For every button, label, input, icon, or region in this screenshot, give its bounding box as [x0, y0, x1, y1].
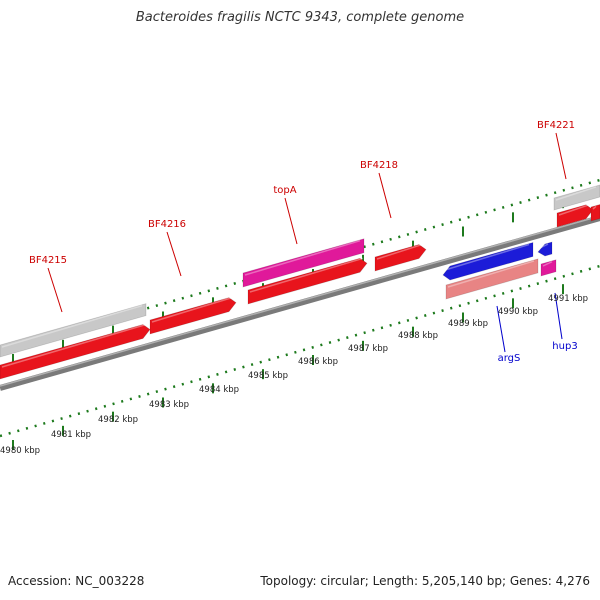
gene-highlight: [558, 204, 590, 216]
scale-label: 4990 kbp: [498, 307, 538, 317]
gene-leader-line: [496, 305, 506, 353]
gene-bf4216[interactable]: [149, 297, 237, 335]
gene-label-args[interactable]: argS: [498, 353, 521, 364]
gene-args[interactable]: [442, 241, 534, 281]
scale-label: 4991 kbp: [548, 294, 588, 304]
gene-red-3[interactable]: [247, 257, 368, 305]
gene-label-bf4215[interactable]: BF4215: [29, 255, 67, 266]
scale-label: 4987 kbp: [348, 344, 388, 354]
gene-highlight: [1, 304, 143, 348]
genome-summary-text: Topology: circular; Length: 5,205,140 bp…: [260, 574, 590, 588]
scale-label: 4984 kbp: [199, 385, 239, 395]
gene-highlight: [249, 257, 364, 293]
backbone-line: [0, 215, 600, 391]
gene-leader-line: [166, 231, 182, 277]
gene-label-hup3[interactable]: hup3: [552, 341, 577, 352]
gene-highlight: [447, 260, 535, 288]
gene-red-edge[interactable]: [590, 204, 600, 222]
gene-highlight: [555, 186, 597, 201]
gene-bf4218[interactable]: [374, 244, 427, 272]
gene-leader-line: [378, 172, 392, 219]
gene-label-bf4221[interactable]: BF4221: [537, 120, 575, 131]
gene-gray-2[interactable]: [553, 184, 600, 211]
gene-highlight: [376, 243, 423, 260]
gene-bf4215[interactable]: [0, 324, 151, 380]
gene-highlight: [244, 239, 361, 276]
accession-text: Accession: NC_003228: [8, 574, 145, 588]
backbone-highlight: [0, 215, 600, 387]
scale-label: 4983 kbp: [149, 400, 189, 410]
gene-highlight: [151, 296, 233, 323]
gene-label-bf4218[interactable]: BF4218: [360, 160, 398, 171]
gene-leader-line: [554, 292, 563, 340]
scale-label: 4981 kbp: [51, 430, 91, 440]
scale-label: 4989 kbp: [448, 319, 488, 329]
gene-pink-small[interactable]: [540, 259, 557, 277]
scale-label: 4985 kbp: [248, 371, 288, 381]
gene-highlight: [539, 243, 549, 249]
gene-label-topa[interactable]: topA: [273, 185, 296, 196]
gene-label-bf4216[interactable]: BF4216: [148, 219, 186, 230]
gene-highlight: [542, 261, 553, 267]
scale-label: 4988 kbp: [398, 331, 438, 341]
scale-label: 4986 kbp: [298, 357, 338, 367]
gene-highlight: [1, 323, 147, 368]
gene-light-red[interactable]: [445, 258, 539, 300]
gene-leader-line: [47, 267, 63, 313]
genome-title: Bacteroides fragilis NCTC 9343, complete…: [135, 10, 465, 25]
scale-label: 4982 kbp: [98, 415, 138, 425]
gene-highlight: [444, 243, 530, 271]
gene-gray-1[interactable]: [0, 303, 147, 358]
gene-topa[interactable]: [242, 238, 365, 288]
scale-label: 4980 kbp: [0, 446, 40, 456]
gene-hup3[interactable]: [537, 241, 553, 257]
gene-leader-line: [555, 132, 567, 180]
gene-highlight: [592, 205, 597, 210]
gene-bf4221[interactable]: [556, 204, 594, 228]
gene-leader-line: [284, 197, 298, 245]
